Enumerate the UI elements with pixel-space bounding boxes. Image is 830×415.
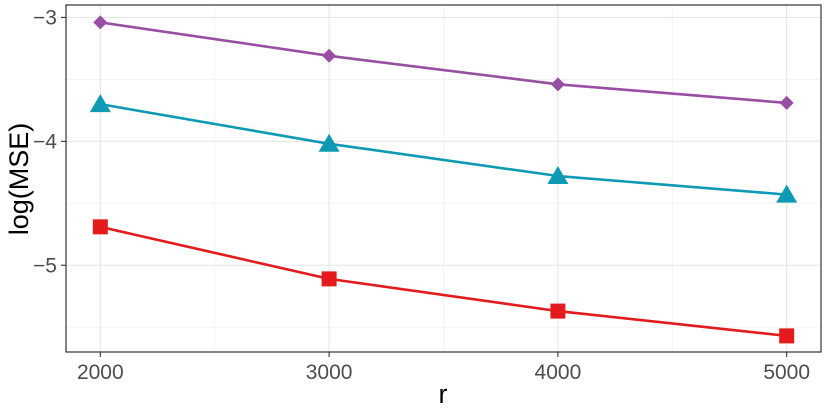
series-line bbox=[100, 225, 787, 338]
x-tick-label: 4000 bbox=[535, 361, 582, 384]
series-triangle bbox=[89, 94, 798, 203]
data-point-square bbox=[321, 271, 337, 287]
series-square bbox=[92, 219, 795, 344]
series-line bbox=[100, 21, 787, 105]
x-tick-label: 5000 bbox=[763, 361, 810, 384]
series-diamond bbox=[93, 15, 794, 110]
data-point-triangle bbox=[318, 133, 340, 152]
x-axis-title: r bbox=[439, 379, 448, 409]
x-tick-label: 2000 bbox=[77, 361, 124, 384]
data-point-diamond bbox=[779, 95, 794, 110]
data-point-diamond bbox=[322, 48, 337, 63]
plot-border bbox=[65, 4, 822, 353]
y-tick-labels: −5 −4 −3 bbox=[33, 6, 57, 277]
data-point-triangle bbox=[89, 94, 111, 113]
x-tick-labels: 2000 3000 4000 5000 bbox=[77, 361, 810, 384]
y-tick-label: −5 bbox=[33, 254, 57, 277]
axis-ticks bbox=[61, 16, 788, 357]
data-point-triangle bbox=[776, 184, 798, 203]
data-point-triangle bbox=[547, 166, 569, 185]
data-point-diamond bbox=[93, 15, 108, 30]
y-tick-label: −3 bbox=[33, 6, 57, 29]
series-layer bbox=[89, 15, 798, 344]
grid-lines bbox=[66, 5, 821, 352]
data-point-square bbox=[92, 219, 108, 235]
data-point-square bbox=[550, 303, 566, 319]
series-line bbox=[100, 102, 787, 196]
x-tick-label: 3000 bbox=[306, 361, 353, 384]
y-tick-label: −4 bbox=[33, 130, 57, 153]
y-axis-title: log(MSE) bbox=[4, 123, 34, 236]
data-point-diamond bbox=[550, 77, 565, 92]
data-point-square bbox=[779, 328, 795, 344]
